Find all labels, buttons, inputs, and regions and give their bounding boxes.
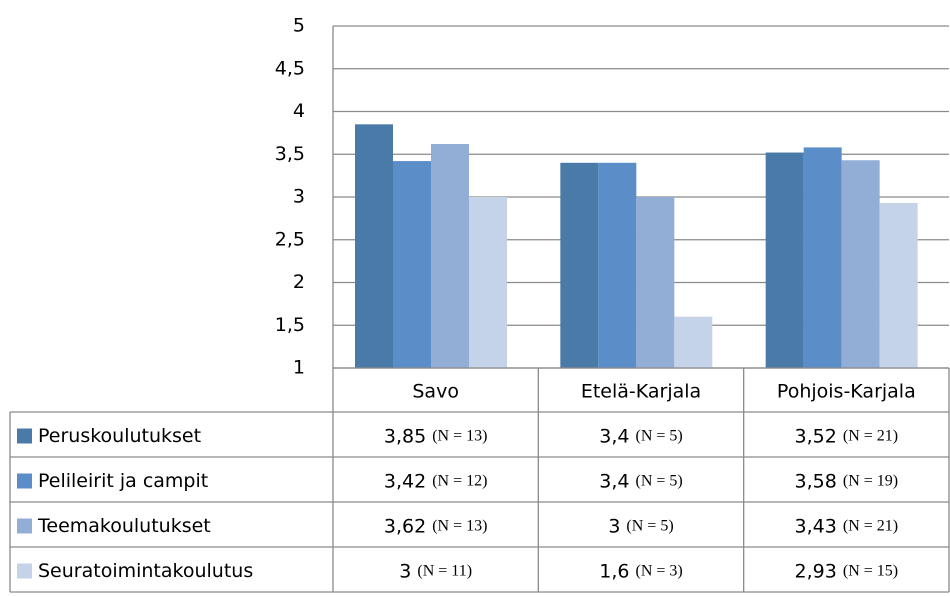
bar [393,161,431,368]
n-label: (N = 5) [626,517,673,534]
table-cell: 3 (N = 11) [399,560,472,582]
table-cell: 3,4 (N = 5) [599,470,682,492]
x-tick-label: Savo [412,381,459,403]
y-tick-label: 4,5 [275,57,305,79]
bar [765,152,804,368]
value-label: 3,58 [795,470,837,492]
y-tick-label: 1 [293,357,305,379]
table-cell: 3,62 (N = 13) [384,515,488,537]
n-label: (N = 12) [432,472,487,489]
n-label: (N = 21) [843,427,898,444]
table-cell: 3,58 (N = 19) [795,470,899,492]
x-tick-label: Etelä-Karjala [581,381,701,403]
value-label: 3,62 [384,515,426,537]
value-label: 3,4 [599,470,629,492]
n-label: (N = 15) [843,562,898,579]
n-label: (N = 13) [432,517,487,534]
y-tick-label: 5 [293,15,305,37]
value-label: 3,42 [384,470,426,492]
bar [674,316,713,368]
bar [355,124,393,368]
bar [598,162,637,368]
n-label: (N = 11) [417,562,472,579]
value-label: 3,85 [384,425,426,447]
table-cell: 3 (N = 5) [608,515,673,537]
value-label: 3,52 [795,425,837,447]
n-label: (N = 5) [635,427,682,444]
table-cell: 3,85 (N = 13) [384,425,488,447]
legend-swatch [17,428,32,444]
table-cell: 3,42 (N = 12) [384,470,488,492]
n-label: (N = 21) [843,517,898,534]
legend-swatch [17,518,32,534]
n-label: (N = 5) [635,472,682,489]
bar [841,160,880,368]
bar [636,197,675,368]
value-label: 3 [399,560,411,582]
y-tick-label: 2 [293,271,305,293]
value-label: 3,43 [795,515,837,537]
legend-label: Teemakoulutukset [37,515,211,537]
y-tick-label: 2,5 [275,228,305,250]
y-tick-label: 1,5 [275,314,305,336]
value-label: 1,6 [599,560,629,582]
value-label: 3,4 [599,425,629,447]
legend-label: Peruskoulutukset [38,425,201,447]
y-tick-label: 3 [293,186,305,208]
n-label: (N = 3) [635,562,682,579]
table-cell: 3,43 (N = 21) [795,515,899,537]
value-label: 3 [608,515,620,537]
x-tick-label: Pohjois-Karjala [777,381,916,403]
legend-label: Seuratoimintakoulutus [38,560,253,582]
bar [560,162,599,368]
legend-swatch [17,473,32,489]
legend-swatch [17,563,32,579]
table-cell: 2,93 (N = 15) [795,560,899,582]
bar [469,197,507,368]
bar [431,143,469,368]
legend-label: Pelileirit ja campit [38,470,208,492]
value-label: 2,93 [795,560,837,582]
n-label: (N = 19) [843,472,898,489]
n-label: (N = 13) [432,427,487,444]
bar [879,202,918,368]
table-cell: 1,6 (N = 3) [599,560,682,582]
table-cell: 3,4 (N = 5) [599,425,682,447]
bar [803,147,842,368]
y-tick-label: 4 [293,100,305,122]
y-tick-label: 3,5 [275,143,305,165]
table-cell: 3,52 (N = 21) [795,425,899,447]
